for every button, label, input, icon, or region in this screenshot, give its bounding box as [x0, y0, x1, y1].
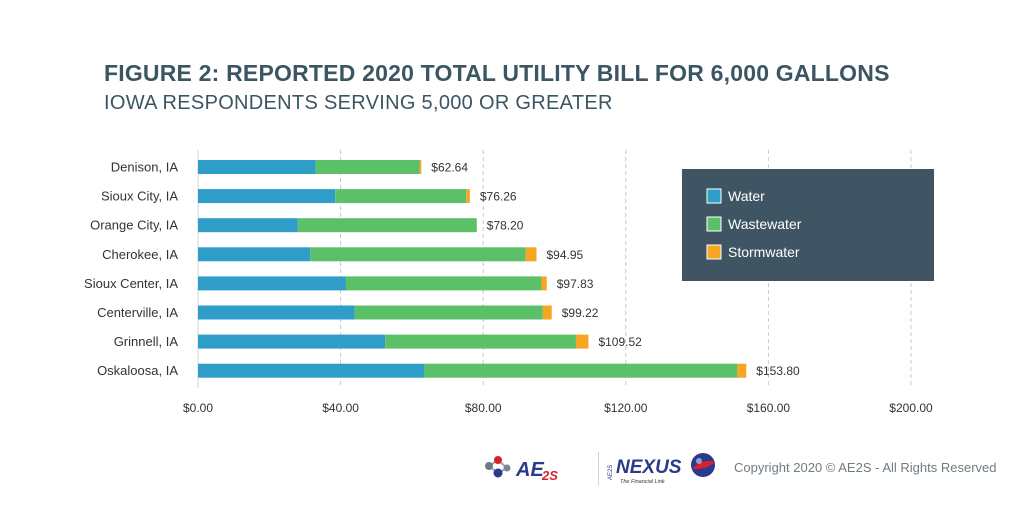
- legend-swatch-stormwater: [706, 244, 722, 260]
- chart-subtitle: IOWA RESPONDENTS SERVING 5,000 OR GREATE…: [104, 92, 613, 114]
- bar-segment-stormwater: [419, 160, 422, 174]
- ae2s-logo-subtext: 2S: [541, 468, 558, 483]
- x-tick-label: $120.00: [604, 401, 648, 415]
- bar-segment-water: [198, 305, 355, 320]
- nexus-logo-prefix: AE2S: [608, 465, 614, 480]
- bar-segment-water: [198, 276, 346, 291]
- category-label: Sioux City, IA: [101, 189, 178, 204]
- legend-label: Water: [728, 188, 765, 204]
- bar-segment-wastewater: [310, 247, 526, 262]
- category-label: Oskaloosa, IA: [97, 363, 178, 378]
- legend-swatch-wastewater: [706, 216, 722, 232]
- bar-segment-water: [198, 363, 425, 378]
- bar-segment-stormwater: [737, 363, 747, 378]
- ae2s-logo-text: AE: [515, 459, 544, 481]
- bar-segment-wastewater: [345, 276, 542, 291]
- footer-logos: AE 2S AE2S NEXUS The Financial Link: [480, 448, 720, 492]
- category-label: Sioux Center, IA: [84, 276, 178, 291]
- category-label: Orange City, IA: [90, 218, 178, 233]
- category-label: Centerville, IA: [97, 305, 178, 320]
- bar-segment-wastewater: [354, 305, 543, 320]
- bar-segment-wastewater: [315, 160, 420, 174]
- x-tick-label: $200.00: [889, 401, 933, 415]
- bar-total-label: $94.95: [546, 248, 583, 262]
- bar-total-label: $99.22: [562, 306, 599, 320]
- bar-segment-water: [198, 160, 316, 174]
- bar-segment-wastewater: [385, 334, 576, 349]
- bar-segment-water: [198, 218, 298, 233]
- bar-segment-stormwater: [541, 276, 547, 291]
- copyright-text: Copyright 2020 © AE2S - All Rights Reser…: [734, 460, 997, 475]
- logo-divider: [598, 452, 599, 486]
- bar-segment-wastewater: [424, 363, 738, 378]
- legend-label: Stormwater: [728, 244, 800, 260]
- bar-total-label: $109.52: [598, 335, 642, 349]
- category-label: Grinnell, IA: [114, 334, 179, 349]
- bar-total-label: $62.64: [431, 161, 468, 175]
- bar-segment-stormwater: [575, 334, 589, 349]
- bar-segment-stormwater: [542, 305, 552, 320]
- x-tick-label: $160.00: [747, 401, 791, 415]
- ae2s-logo: AE 2S: [485, 456, 558, 483]
- nexus-logo-text: NEXUS: [616, 457, 682, 478]
- legend-swatch-water: [706, 188, 722, 204]
- stacked-bar-chart: $0.00 $40.00 $80.00 $120.00 $160.00 $200.00 De…: [84, 150, 934, 415]
- bar-total-label: $78.20: [487, 219, 524, 233]
- bar-segment-water: [198, 247, 311, 262]
- x-tick-label: $40.00: [322, 401, 359, 415]
- category-label: Denison, IA: [111, 160, 179, 175]
- bar-segment-wastewater: [335, 189, 467, 204]
- bar-total-label: $153.80: [756, 364, 800, 378]
- nexus-logo: AE2S NEXUS The Financial Link: [608, 453, 715, 485]
- bar-segment-stormwater: [525, 247, 537, 262]
- category-label: Cherokee, IA: [102, 247, 178, 262]
- x-tick-label: $80.00: [465, 401, 502, 415]
- bar-segment-stormwater: [466, 189, 470, 204]
- legend-box: [682, 169, 934, 281]
- bar-segment-wastewater: [297, 218, 477, 233]
- bar-total-label: $97.83: [557, 277, 594, 291]
- x-tick-label: $0.00: [183, 401, 213, 415]
- bar-total-label: $76.26: [480, 190, 517, 204]
- chart-title: FIGURE 2: REPORTED 2020 TOTAL UTILITY BI…: [104, 60, 890, 86]
- nexus-logo-tagline: The Financial Link: [620, 479, 665, 485]
- bar-segment-water: [198, 189, 336, 204]
- bar-segment-water: [198, 334, 386, 349]
- legend-label: Wastewater: [728, 216, 802, 232]
